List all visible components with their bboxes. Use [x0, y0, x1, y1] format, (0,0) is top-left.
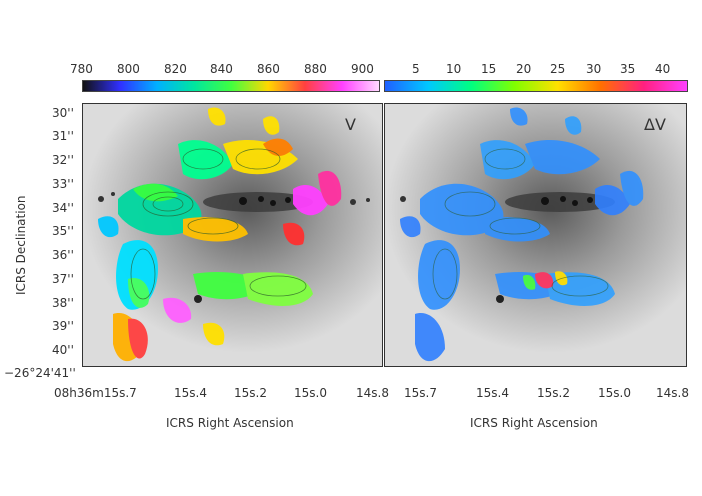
- x-tick-label: 14s.8: [356, 386, 389, 400]
- x-tick-label: 15s.4: [476, 386, 509, 400]
- cbar-right-tick: 15: [481, 62, 497, 76]
- x-tick-label: 15s.4: [174, 386, 207, 400]
- cbar-left-tick: 900: [351, 62, 374, 76]
- cbar-left-tick: 840: [210, 62, 233, 76]
- y-tick-label: 35'': [52, 224, 74, 238]
- panel-right-tag: ΔV: [644, 115, 666, 134]
- y-tick-label: 39'': [52, 319, 74, 333]
- x-tick-label: 08h36m15s.7: [54, 386, 137, 400]
- velocity-colorbar: [82, 80, 380, 92]
- y-tick-label: 34'': [52, 201, 74, 215]
- dispersion-colorbar: [384, 80, 688, 92]
- cbar-right-tick: 40: [655, 62, 671, 76]
- y-tick-label: 36'': [52, 248, 74, 262]
- cbar-right-tick: 5: [412, 62, 420, 76]
- cbar-right-tick: 20: [516, 62, 532, 76]
- y-tick-label: 32'': [52, 153, 74, 167]
- dispersion-map-image: [385, 104, 686, 366]
- y-axis-title: ICRS Declination: [14, 195, 28, 295]
- cbar-right-tick: 10: [446, 62, 462, 76]
- cbar-right-tick: 25: [550, 62, 566, 76]
- x-tick-label: 15s.0: [598, 386, 631, 400]
- cbar-left-tick: 820: [164, 62, 187, 76]
- x-tick-label: 15s.0: [294, 386, 327, 400]
- cbar-right-tick: 35: [620, 62, 636, 76]
- y-tick-label: 30'': [52, 106, 74, 120]
- y-tick-label: −26°24'41'': [4, 366, 76, 380]
- cbar-left-tick: 780: [70, 62, 93, 76]
- panel-left-tag: V: [345, 115, 356, 134]
- y-tick-label: 37'': [52, 272, 74, 286]
- velocity-map-image: [83, 104, 382, 366]
- dispersion-map-panel: [384, 103, 687, 367]
- x-tick-label: 15s.2: [234, 386, 267, 400]
- velocity-map-panel: [82, 103, 383, 367]
- x-tick-label: 15s.7: [404, 386, 437, 400]
- cbar-right-tick: 30: [586, 62, 602, 76]
- cbar-left-tick: 860: [257, 62, 280, 76]
- y-tick-label: 33'': [52, 177, 74, 191]
- x-tick-label: 15s.2: [537, 386, 570, 400]
- y-tick-label: 31'': [52, 129, 74, 143]
- y-tick-label: 38'': [52, 296, 74, 310]
- x-axis-title-left: ICRS Right Ascension: [166, 416, 294, 430]
- x-tick-label: 14s.8: [656, 386, 689, 400]
- x-axis-title-right: ICRS Right Ascension: [470, 416, 598, 430]
- y-tick-label: 40'': [52, 343, 74, 357]
- cbar-left-tick: 800: [117, 62, 140, 76]
- cbar-left-tick: 880: [304, 62, 327, 76]
